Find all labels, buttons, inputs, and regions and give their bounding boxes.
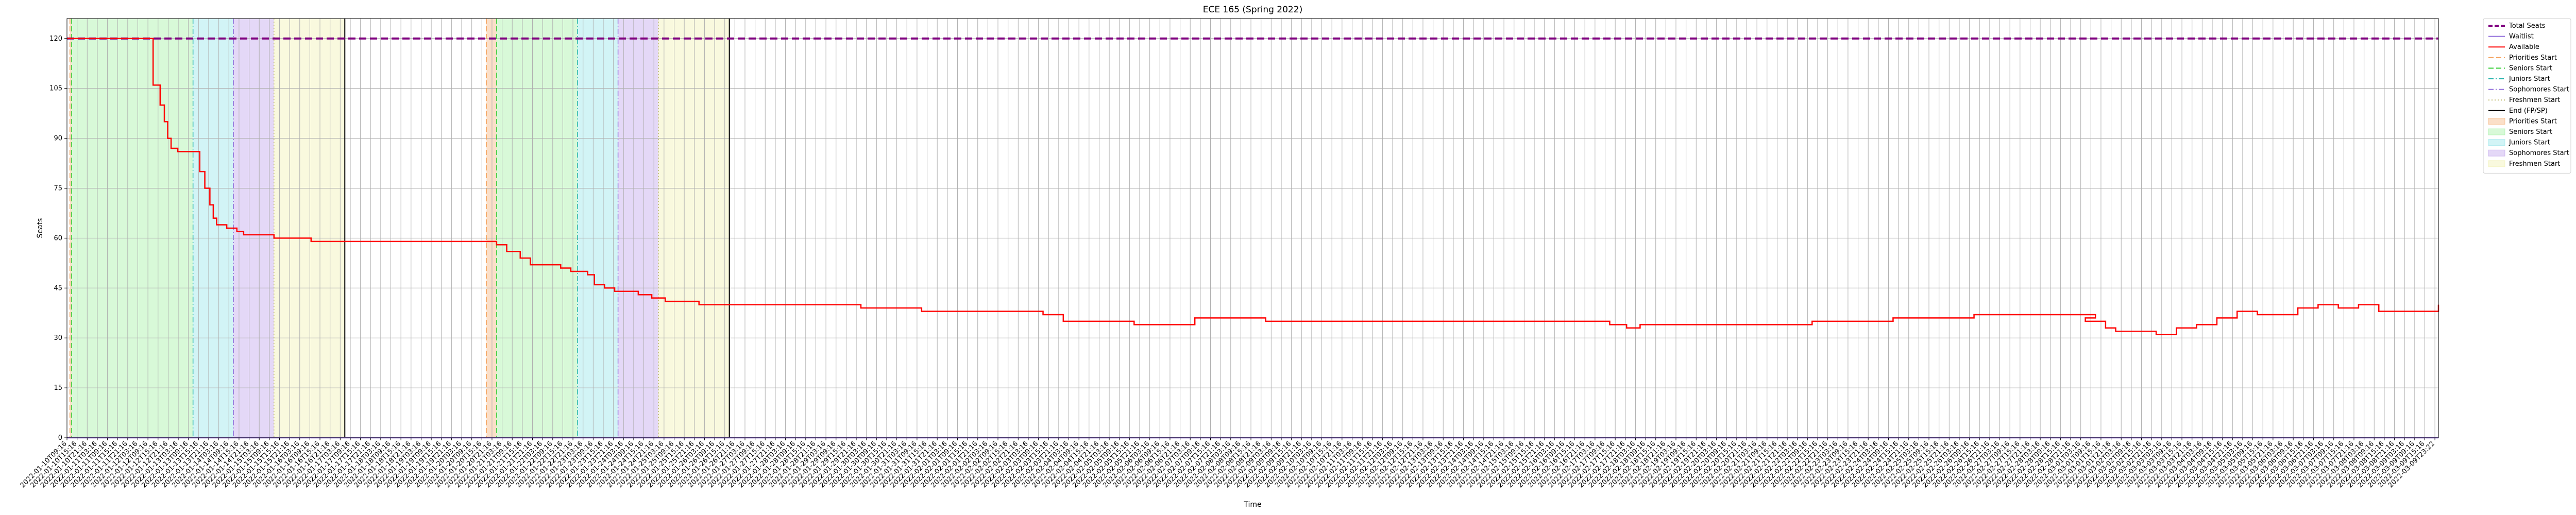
phase-span [618, 19, 659, 438]
legend-label: Priorities Start [2509, 117, 2557, 125]
phase-span [71, 19, 193, 438]
x-axis-label: Time [1243, 501, 1261, 509]
y-tick-label: 45 [54, 284, 62, 292]
legend-label: Available [2509, 43, 2539, 51]
phase-span [70, 19, 72, 438]
y-tick-label: 30 [54, 334, 62, 342]
y-tick-label: 90 [54, 135, 62, 143]
legend-label: Sophomores Start [2509, 149, 2569, 157]
legend-label: Freshmen Start [2509, 160, 2560, 168]
phase-span [486, 19, 497, 438]
legend-swatch [2488, 117, 2505, 125]
y-axis: 0 15 30 45 60 75 90 105 120 [49, 35, 67, 442]
legend-swatch [2488, 160, 2505, 167]
legend: Total Seats Waitlist Available Priorities S… [2483, 18, 2571, 174]
x-axis: 2022-01-10T09:162022-01-10T15:162022-01-… [19, 438, 2436, 489]
legend-label: Waitlist [2509, 33, 2534, 41]
legend-label: Juniors Start [2509, 75, 2550, 83]
legend-label: Sophomores Start [2509, 86, 2569, 94]
phase-span [658, 19, 730, 438]
legend-swatch [2488, 139, 2505, 146]
y-tick-label: 120 [49, 35, 62, 43]
legend-label: Seniors Start [2509, 64, 2552, 72]
legend-label: Seniors Start [2509, 128, 2552, 136]
legend-label: Juniors Start [2509, 139, 2550, 147]
grid [66, 19, 2438, 438]
y-axis-label: Seats [36, 218, 44, 238]
phase-span [274, 19, 345, 438]
legend-swatch [2488, 149, 2505, 157]
phase-spans [70, 19, 730, 438]
legend-label: End (FP/SP) [2509, 107, 2548, 115]
legend-label: Total Seats [2509, 22, 2546, 30]
y-tick-label: 0 [58, 434, 62, 442]
phase-span [496, 19, 578, 438]
series-line [67, 38, 2439, 335]
y-tick-label: 60 [54, 234, 62, 242]
y-tick-label: 75 [54, 184, 62, 192]
legend-label: Freshmen Start [2509, 96, 2560, 104]
phase-span [578, 19, 618, 438]
legend-swatch [2488, 128, 2505, 135]
phase-span [233, 19, 274, 438]
plot-frame [66, 18, 2439, 438]
legend-label: Priorities Start [2509, 54, 2557, 62]
y-tick-label: 105 [49, 85, 62, 93]
chart-title: ECE 165 (Spring 2022) [1203, 5, 1302, 15]
y-tick-label: 15 [54, 384, 62, 392]
